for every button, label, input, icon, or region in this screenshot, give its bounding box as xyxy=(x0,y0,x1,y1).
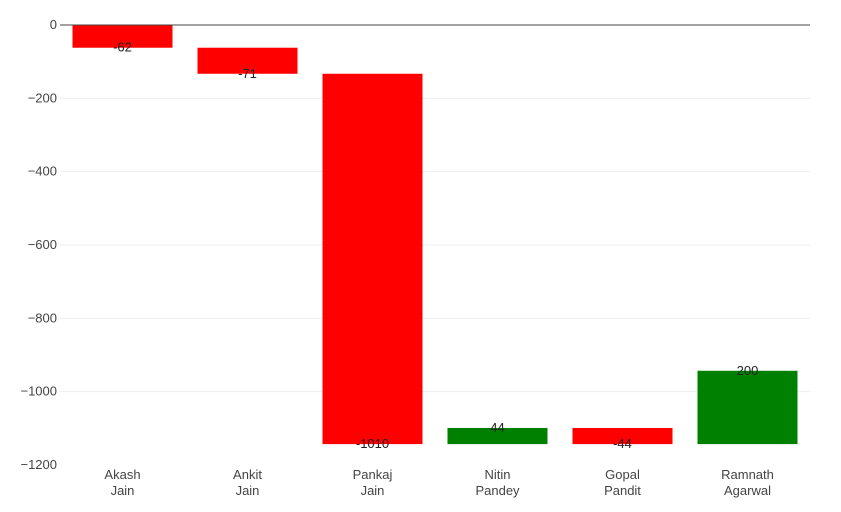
y-tick-label: −400 xyxy=(28,164,57,179)
y-tick-label: −600 xyxy=(28,237,57,252)
data-label: -44 xyxy=(613,436,632,451)
x-tick-label: Ramnath Agarwal xyxy=(721,467,774,498)
x-tick-label: Pankaj Jain xyxy=(353,467,393,498)
bar-3 xyxy=(447,427,548,445)
data-label: -1010 xyxy=(356,436,389,451)
y-tick-label: −1200 xyxy=(20,457,57,472)
x-tick-label: Akash Jain xyxy=(104,467,140,498)
bars xyxy=(72,25,798,445)
bar-5 xyxy=(697,370,798,445)
y-tick-label: 0 xyxy=(50,17,57,32)
bar-1 xyxy=(197,47,298,74)
data-label: 200 xyxy=(737,363,759,378)
x-tick-label: Ankit Jain xyxy=(233,467,262,498)
data-labels: -62 -71 -1010 44 -44 200 xyxy=(113,40,758,451)
x-tick-label: Nitin Pandey xyxy=(475,467,520,498)
y-tick-label: −200 xyxy=(28,90,57,105)
y-tick-label: −800 xyxy=(28,310,57,325)
bar-2 xyxy=(322,73,423,445)
grid xyxy=(60,97,810,393)
bar-4 xyxy=(572,427,673,445)
data-label: -62 xyxy=(113,40,132,55)
bar-0 xyxy=(72,25,173,48)
x-axis: Akash Jain Ankit Jain Pankaj Jain Nitin Pandey G… xyxy=(104,467,773,498)
data-label: -71 xyxy=(238,66,257,81)
y-tick-label: −1000 xyxy=(20,384,57,399)
y-axis: 0 −200 −400 −600 −800 −1000 −1200 xyxy=(20,17,57,472)
data-label: 44 xyxy=(490,420,504,435)
x-tick-label: Gopal Pandit xyxy=(604,467,641,498)
